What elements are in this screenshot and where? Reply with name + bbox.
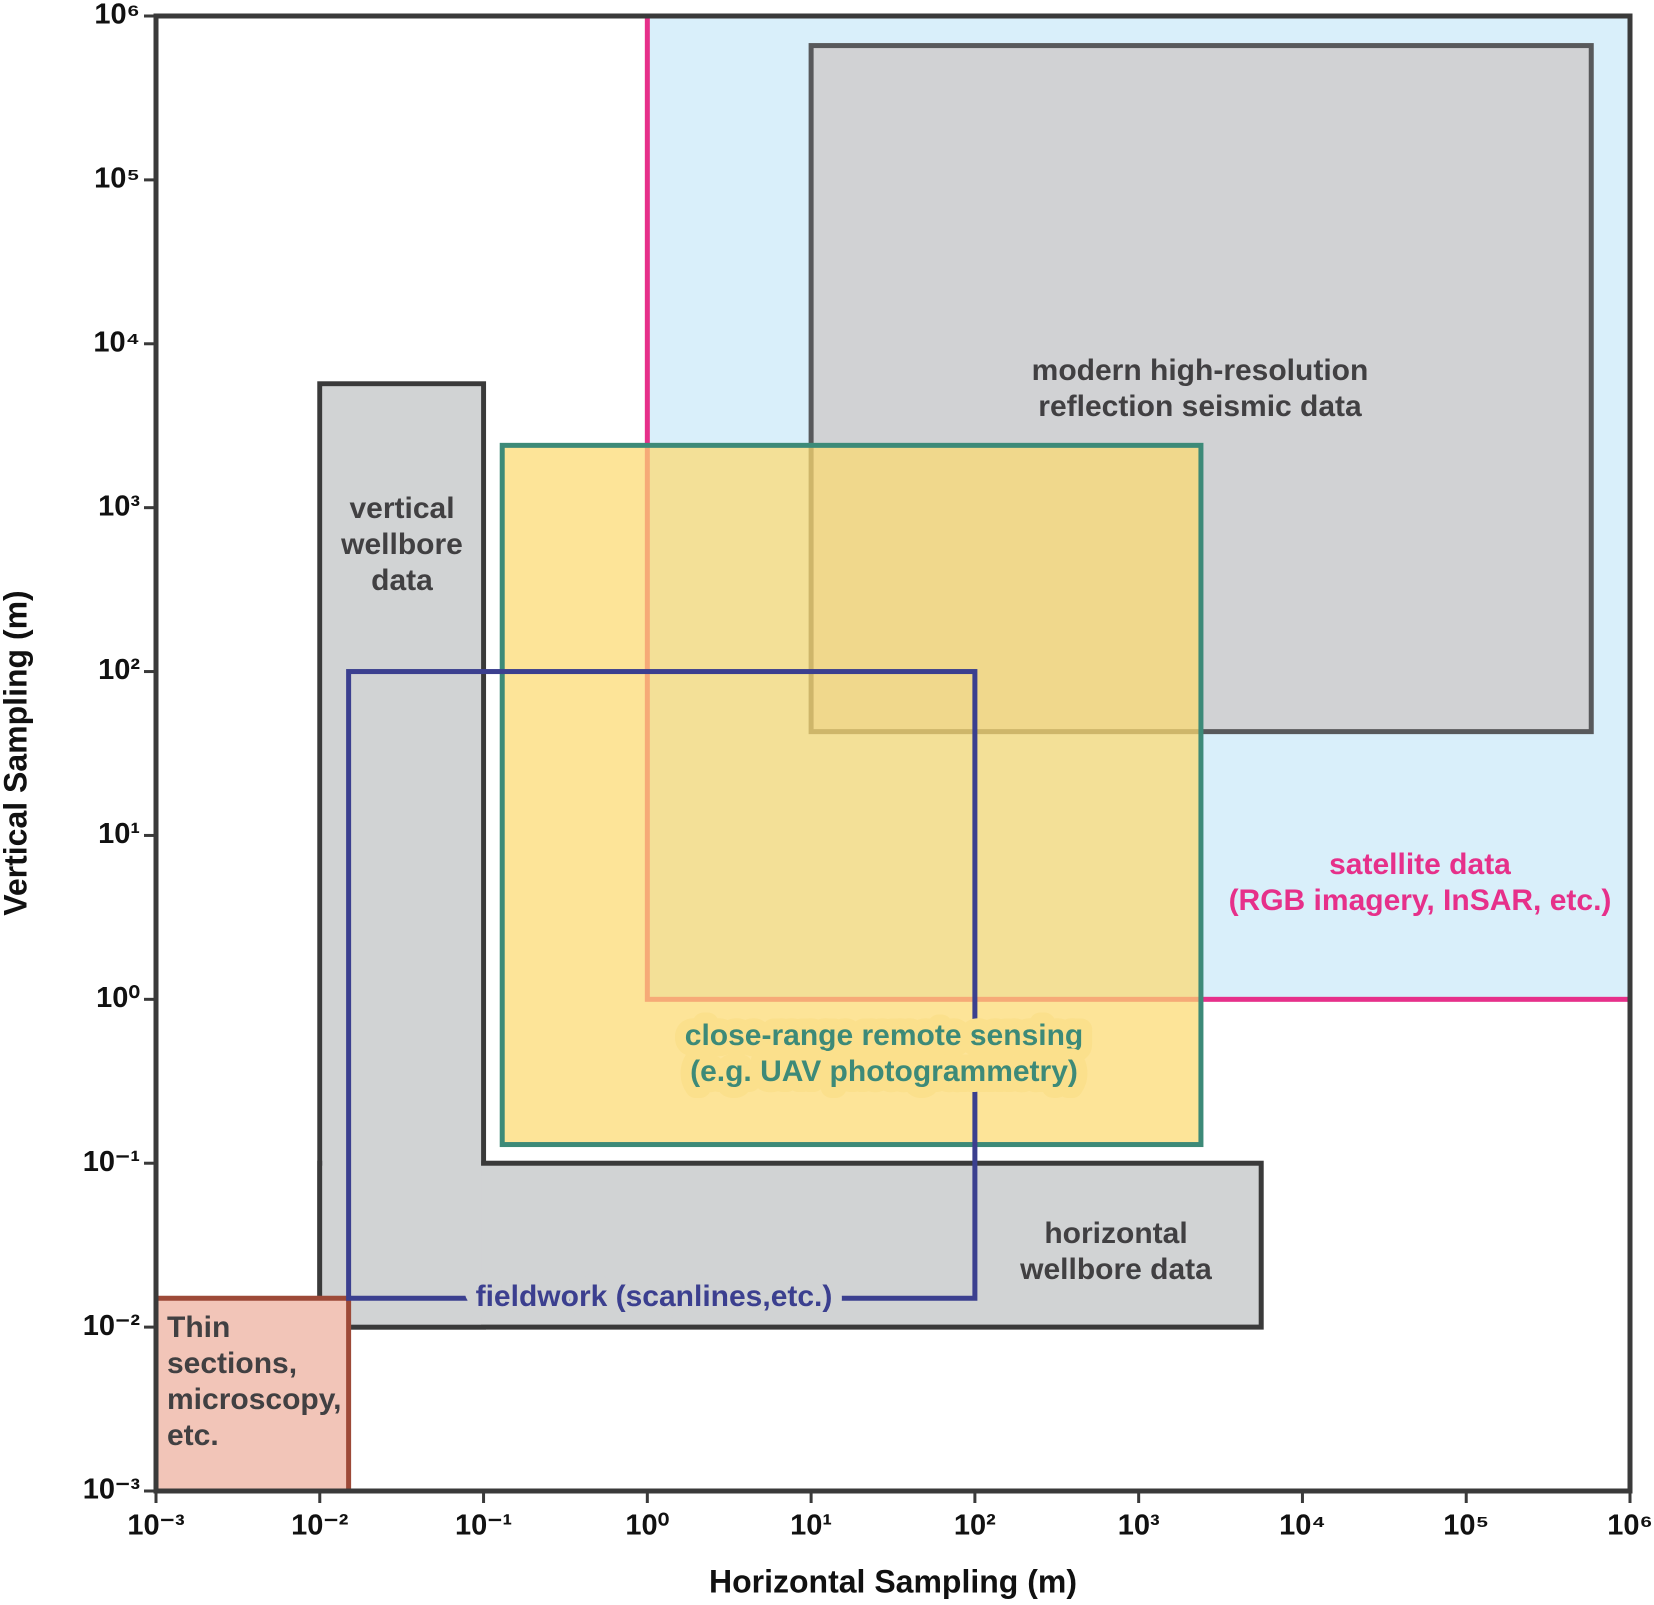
region-label: modern high-resolution xyxy=(1032,354,1369,387)
region-label: (RGB imagery, InSAR, etc.) xyxy=(1229,884,1612,917)
x-tick-label: 10² xyxy=(954,1510,996,1542)
region-label: Thin xyxy=(167,1311,230,1344)
region-label: close-range remote sensing xyxy=(685,1019,1083,1052)
region-label: etc. xyxy=(167,1419,219,1452)
y-tick-label: 10⁻³ xyxy=(83,1474,141,1506)
x-axis-title: Horizontal Sampling (m) xyxy=(709,1563,1077,1599)
y-axis-title: Vertical Sampling (m) xyxy=(0,590,33,915)
y-tick-label: 10³ xyxy=(98,490,140,522)
region-label: vertical xyxy=(349,492,454,525)
x-tick-label: 10⁴ xyxy=(1279,1510,1326,1542)
y-tick-label: 10² xyxy=(98,654,140,686)
region-label: wellbore xyxy=(340,528,463,561)
region-label: fieldwork (scanlines,etc.) xyxy=(476,1280,833,1313)
x-tick-label: 10⁰ xyxy=(625,1510,669,1542)
y-tick-label: 10¹ xyxy=(98,818,140,850)
plot-frame xyxy=(153,13,1633,1494)
y-tick-label: 10⁻² xyxy=(83,1310,141,1342)
y-tick-label: 10⁴ xyxy=(93,326,140,358)
x-tick-label: 10⁶ xyxy=(1607,1510,1653,1542)
x-tick-label: 10⁻² xyxy=(291,1510,349,1542)
x-tick-label: 10¹ xyxy=(790,1510,832,1542)
x-tick-label: 10⁻¹ xyxy=(455,1510,512,1542)
x-tick-label: 10⁻³ xyxy=(127,1510,185,1542)
region-label: wellbore data xyxy=(1019,1253,1212,1286)
x-tick-label: 10⁵ xyxy=(1443,1510,1489,1542)
y-tick-label: 10⁰ xyxy=(96,982,140,1014)
region-label: sections, xyxy=(167,1347,297,1380)
region-label: reflection seismic data xyxy=(1038,390,1362,423)
y-tick-label: 10⁶ xyxy=(94,0,140,31)
region-label: data xyxy=(371,564,433,597)
region-label: satellite data xyxy=(1329,848,1511,881)
region-label: microscopy, xyxy=(167,1383,342,1416)
region xyxy=(346,669,978,1301)
x-tick-label: 10³ xyxy=(1118,1510,1160,1542)
y-tick-label: 10⁵ xyxy=(94,163,140,195)
region xyxy=(499,442,1204,1148)
y-tick-label: 10⁻¹ xyxy=(83,1146,140,1178)
region-label: (e.g. UAV photogrammetry) xyxy=(690,1055,1078,1088)
region-label: horizontal xyxy=(1044,1217,1187,1250)
